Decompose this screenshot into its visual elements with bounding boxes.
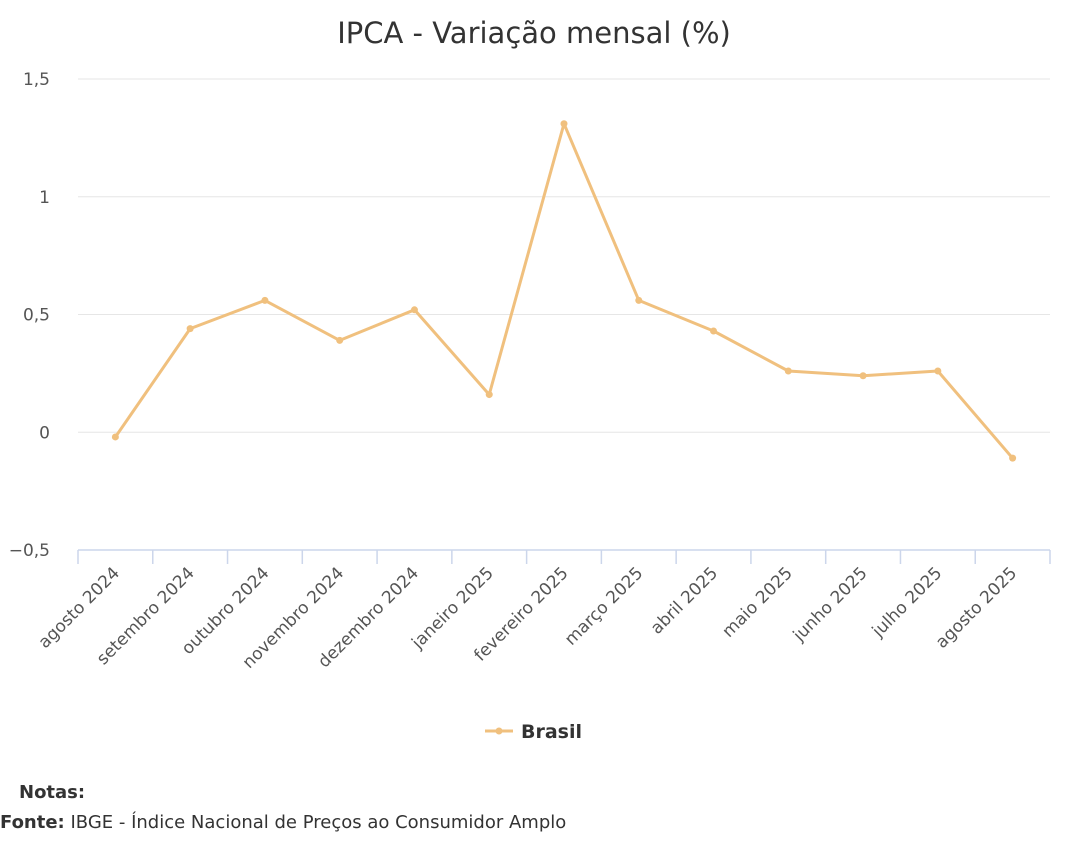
x-tick-label: maio 2025 (719, 563, 797, 641)
y-axis-tick-labels: −0,5 0 0,5 1 1,5 (9, 70, 50, 561)
y-tick-label: 0 (39, 423, 50, 443)
x-tick-label: junho 2025 (789, 563, 872, 646)
x-tick-label: março 2025 (561, 563, 647, 649)
data-point[interactable] (336, 336, 344, 344)
y-tick-label: −0,5 (9, 541, 50, 561)
line-chart: IPCA - Variação mensal (%) −0,500,511,5 … (9, 16, 1051, 743)
x-axis (77, 549, 1051, 564)
data-point[interactable] (859, 372, 867, 380)
notes-row: Notas: (0, 778, 1068, 808)
source-row: Fonte: IBGE - Índice Nacional de Preços … (0, 808, 1068, 838)
notes-label: Notas: (19, 782, 86, 803)
data-point[interactable] (784, 367, 792, 375)
legend[interactable]: Brasil (485, 721, 582, 743)
chart-title: IPCA - Variação mensal (%) (337, 16, 731, 50)
data-point[interactable] (111, 433, 119, 441)
legend-marker-swatch (495, 727, 503, 735)
y-tick-label: 1,5 (23, 70, 50, 90)
y-tick-label: 1 (39, 188, 50, 208)
data-point[interactable] (410, 306, 418, 314)
data-point[interactable] (186, 325, 194, 333)
data-point[interactable] (710, 327, 718, 335)
data-point[interactable] (934, 367, 942, 375)
source-text: IBGE - Índice Nacional de Preços ao Cons… (64, 812, 567, 833)
series-brasil[interactable] (111, 120, 1017, 462)
legend-item-brasil[interactable]: Brasil (521, 721, 582, 743)
source-label: Fonte: (0, 812, 65, 833)
data-point[interactable] (261, 296, 269, 304)
chart-notes: Notas: Fonte: IBGE - Índice Nacional de … (0, 778, 1068, 838)
data-point[interactable] (1009, 454, 1017, 462)
data-point[interactable] (560, 120, 568, 128)
data-point[interactable] (485, 391, 493, 399)
y-tick-label: 0,5 (23, 306, 50, 326)
x-tick-label: julho 2025 (868, 563, 947, 642)
series-line-brasil (113, 122, 1015, 460)
x-tick-label: abril 2025 (647, 563, 722, 638)
data-point[interactable] (635, 296, 643, 304)
grid-lines (78, 78, 1050, 433)
